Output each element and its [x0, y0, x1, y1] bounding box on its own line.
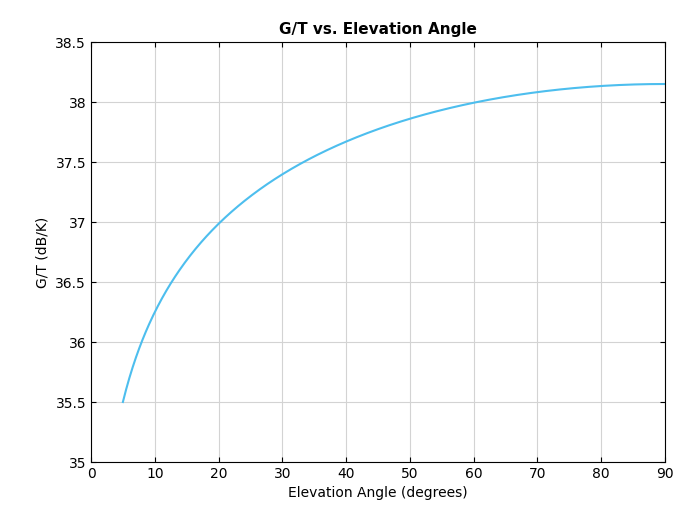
X-axis label: Elevation Angle (degrees): Elevation Angle (degrees)	[288, 487, 468, 500]
Title: G/T vs. Elevation Angle: G/T vs. Elevation Angle	[279, 22, 477, 37]
Y-axis label: G/T (dB/K): G/T (dB/K)	[36, 216, 50, 288]
